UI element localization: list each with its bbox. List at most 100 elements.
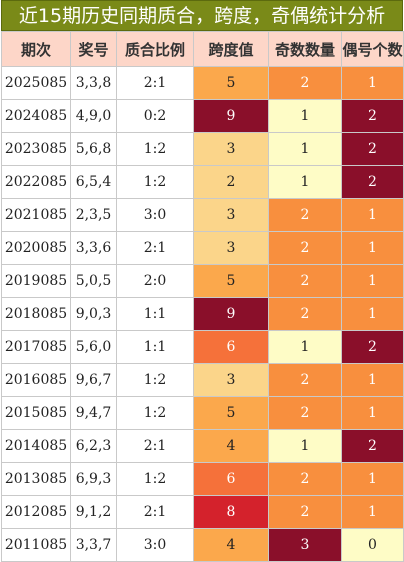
period-cell: 2023085 bbox=[1, 132, 71, 166]
table-row: 2019085 5,0,5 2:0 5 2 1 bbox=[1, 264, 404, 298]
numbers-cell: 5,6,8 bbox=[70, 132, 117, 166]
span-cell: 5 bbox=[193, 66, 269, 100]
odd-count-cell: 2 bbox=[268, 462, 342, 496]
header-period: 期次 bbox=[1, 31, 71, 67]
table-row: 2013085 6,9,3 1:2 6 2 1 bbox=[1, 462, 404, 496]
span-cell: 2 bbox=[193, 165, 269, 199]
ratio-cell: 0:2 bbox=[116, 99, 194, 133]
span-cell: 5 bbox=[193, 264, 269, 298]
numbers-cell: 5,0,5 bbox=[70, 264, 117, 298]
numbers-cell: 3,3,6 bbox=[70, 231, 117, 265]
odd-count-cell: 2 bbox=[268, 264, 342, 298]
table-body: 2025085 3,3,8 2:1 5 2 1 2024085 4,9,0 0:2 9 1 2 2023… bbox=[1, 66, 404, 562]
table-row: 2016085 9,6,7 1:2 3 2 1 bbox=[1, 363, 404, 397]
odd-count-cell: 3 bbox=[268, 528, 342, 562]
ratio-cell: 3:0 bbox=[116, 198, 194, 232]
ratio-cell: 1:1 bbox=[116, 297, 194, 331]
period-cell: 2017085 bbox=[1, 330, 71, 364]
even-count-cell: 1 bbox=[341, 495, 404, 529]
odd-count-cell: 2 bbox=[268, 231, 342, 265]
numbers-cell: 5,6,0 bbox=[70, 330, 117, 364]
span-cell: 4 bbox=[193, 429, 269, 463]
even-count-cell: 1 bbox=[341, 264, 404, 298]
even-count-cell: 2 bbox=[341, 429, 404, 463]
even-count-cell: 1 bbox=[341, 66, 404, 100]
ratio-cell: 1:2 bbox=[116, 363, 194, 397]
numbers-cell: 6,5,4 bbox=[70, 165, 117, 199]
page-title: 近15期历史同期质合，跨度，奇偶统计分析 bbox=[1, 0, 403, 31]
span-cell: 4 bbox=[193, 528, 269, 562]
period-cell: 2016085 bbox=[1, 363, 71, 397]
period-cell: 2024085 bbox=[1, 99, 71, 133]
even-count-cell: 2 bbox=[341, 165, 404, 199]
numbers-cell: 3,3,8 bbox=[70, 66, 117, 100]
stats-table: 期次 奖号 质合比例 跨度值 奇数数量 偶号个数 2025085 3,3,8 2:1… bbox=[1, 31, 404, 562]
odd-count-cell: 1 bbox=[268, 165, 342, 199]
odd-count-cell: 2 bbox=[268, 363, 342, 397]
period-cell: 2025085 bbox=[1, 66, 71, 100]
period-cell: 2021085 bbox=[1, 198, 71, 232]
odd-count-cell: 1 bbox=[268, 330, 342, 364]
table-row: 2023085 5,6,8 1:2 3 1 2 bbox=[1, 132, 404, 166]
numbers-cell: 6,9,3 bbox=[70, 462, 117, 496]
table-row: 2017085 5,6,0 1:1 6 1 2 bbox=[1, 330, 404, 364]
span-cell: 9 bbox=[193, 99, 269, 133]
table-row: 2014085 6,2,3 2:1 4 1 2 bbox=[1, 429, 404, 463]
odd-count-cell: 1 bbox=[268, 132, 342, 166]
span-cell: 3 bbox=[193, 132, 269, 166]
span-cell: 3 bbox=[193, 198, 269, 232]
numbers-cell: 6,2,3 bbox=[70, 429, 117, 463]
even-count-cell: 1 bbox=[341, 396, 404, 430]
span-cell: 3 bbox=[193, 363, 269, 397]
ratio-cell: 1:2 bbox=[116, 132, 194, 166]
span-cell: 6 bbox=[193, 330, 269, 364]
odd-count-cell: 2 bbox=[268, 198, 342, 232]
period-cell: 2020085 bbox=[1, 231, 71, 265]
even-count-cell: 0 bbox=[341, 528, 404, 562]
span-cell: 5 bbox=[193, 396, 269, 430]
table-row: 2020085 3,3,6 2:1 3 2 1 bbox=[1, 231, 404, 265]
table-row: 2015085 9,4,7 1:2 5 2 1 bbox=[1, 396, 404, 430]
header-even-count: 偶号个数 bbox=[341, 31, 404, 67]
even-count-cell: 1 bbox=[341, 462, 404, 496]
odd-count-cell: 2 bbox=[268, 297, 342, 331]
odd-count-cell: 1 bbox=[268, 429, 342, 463]
numbers-cell: 4,9,0 bbox=[70, 99, 117, 133]
table-row: 2018085 9,0,3 1:1 9 2 1 bbox=[1, 297, 404, 331]
table-row: 2012085 9,1,2 2:1 8 2 1 bbox=[1, 495, 404, 529]
header-prime-composite-ratio: 质合比例 bbox=[116, 31, 194, 67]
odd-count-cell: 1 bbox=[268, 99, 342, 133]
odd-count-cell: 2 bbox=[268, 495, 342, 529]
period-cell: 2012085 bbox=[1, 495, 71, 529]
ratio-cell: 1:1 bbox=[116, 330, 194, 364]
numbers-cell: 2,3,5 bbox=[70, 198, 117, 232]
odd-count-cell: 2 bbox=[268, 396, 342, 430]
numbers-cell: 9,6,7 bbox=[70, 363, 117, 397]
odd-count-cell: 2 bbox=[268, 66, 342, 100]
ratio-cell: 1:2 bbox=[116, 396, 194, 430]
ratio-cell: 2:1 bbox=[116, 66, 194, 100]
even-count-cell: 2 bbox=[341, 132, 404, 166]
span-cell: 8 bbox=[193, 495, 269, 529]
ratio-cell: 3:0 bbox=[116, 528, 194, 562]
period-cell: 2015085 bbox=[1, 396, 71, 430]
header-odd-count: 奇数数量 bbox=[268, 31, 342, 67]
span-cell: 9 bbox=[193, 297, 269, 331]
table-row: 2022085 6,5,4 1:2 2 1 2 bbox=[1, 165, 404, 199]
table-header-row: 期次 奖号 质合比例 跨度值 奇数数量 偶号个数 bbox=[1, 31, 404, 67]
ratio-cell: 2:1 bbox=[116, 231, 194, 265]
even-count-cell: 1 bbox=[341, 363, 404, 397]
numbers-cell: 9,0,3 bbox=[70, 297, 117, 331]
span-cell: 3 bbox=[193, 231, 269, 265]
header-numbers: 奖号 bbox=[70, 31, 117, 67]
even-count-cell: 1 bbox=[341, 297, 404, 331]
ratio-cell: 2:1 bbox=[116, 429, 194, 463]
even-count-cell: 2 bbox=[341, 330, 404, 364]
period-cell: 2022085 bbox=[1, 165, 71, 199]
span-cell: 6 bbox=[193, 462, 269, 496]
header-span: 跨度值 bbox=[193, 31, 269, 67]
period-cell: 2011085 bbox=[1, 528, 71, 562]
period-cell: 2019085 bbox=[1, 264, 71, 298]
table-row: 2024085 4,9,0 0:2 9 1 2 bbox=[1, 99, 404, 133]
